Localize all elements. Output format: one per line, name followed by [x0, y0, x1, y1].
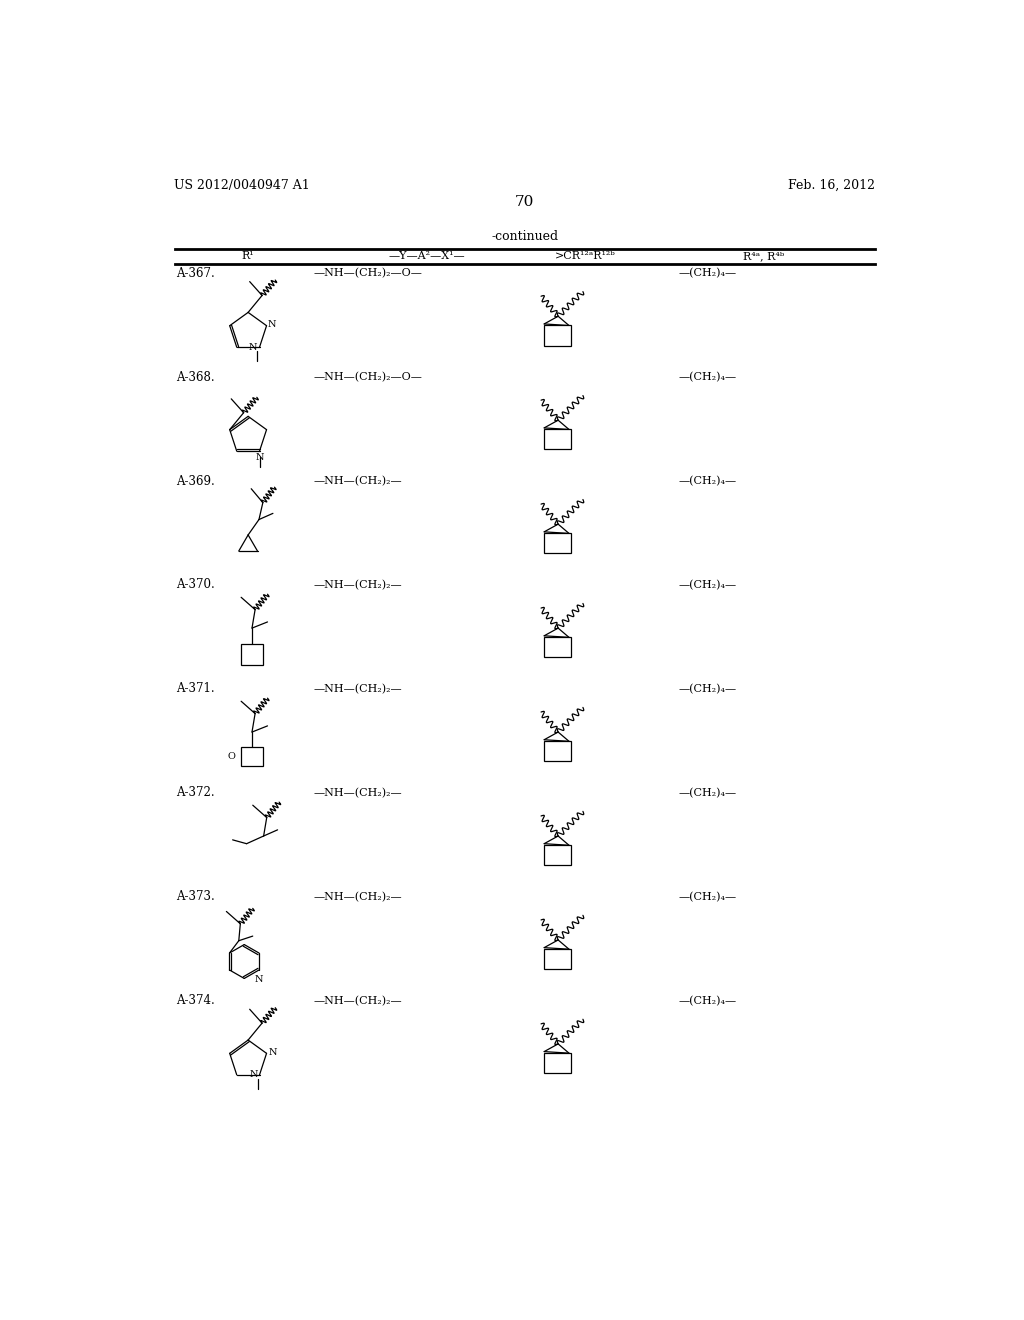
- Text: —NH—(CH₂)₂—: —NH—(CH₂)₂—: [314, 579, 402, 590]
- Text: —(CH₂)₄—: —(CH₂)₄—: [678, 995, 736, 1006]
- Text: A-373.: A-373.: [176, 890, 215, 903]
- Text: —(CH₂)₄—: —(CH₂)₄—: [678, 372, 736, 383]
- Text: —Y—A²—X¹—: —Y—A²—X¹—: [388, 251, 465, 261]
- Bar: [544, 326, 570, 346]
- Text: —(CH₂)₄—: —(CH₂)₄—: [678, 788, 736, 799]
- Text: -continued: -continued: [492, 231, 558, 243]
- Bar: [544, 1053, 570, 1073]
- Bar: [544, 638, 570, 657]
- Bar: [544, 949, 570, 969]
- Text: —(CH₂)₄—: —(CH₂)₄—: [678, 892, 736, 902]
- Text: —NH—(CH₂)₂—: —NH—(CH₂)₂—: [314, 995, 402, 1006]
- Bar: [544, 742, 570, 762]
- Text: N: N: [250, 1071, 258, 1080]
- Text: A-371.: A-371.: [176, 682, 215, 696]
- Text: N: N: [249, 343, 257, 351]
- Bar: [544, 429, 570, 449]
- Text: 70: 70: [515, 195, 535, 210]
- Text: >CR¹²ᵃR¹²ᵇ: >CR¹²ᵃR¹²ᵇ: [555, 251, 615, 261]
- Text: A-370.: A-370.: [176, 578, 215, 591]
- Text: —(CH₂)₄—: —(CH₂)₄—: [678, 579, 736, 590]
- Text: R¹: R¹: [242, 251, 254, 261]
- Text: —NH—(CH₂)₂—O—: —NH—(CH₂)₂—O—: [314, 268, 423, 279]
- Text: A-368.: A-368.: [176, 371, 215, 384]
- Bar: [544, 533, 570, 553]
- Text: A-374.: A-374.: [176, 994, 215, 1007]
- Text: —(CH₂)₄—: —(CH₂)₄—: [678, 477, 736, 486]
- Text: N: N: [256, 453, 264, 462]
- Bar: [241, 747, 263, 766]
- Text: A-369.: A-369.: [176, 474, 215, 487]
- Text: US 2012/0040947 A1: US 2012/0040947 A1: [174, 178, 310, 191]
- Text: —NH—(CH₂)₂—O—: —NH—(CH₂)₂—O—: [314, 372, 423, 383]
- Text: —NH—(CH₂)₂—: —NH—(CH₂)₂—: [314, 684, 402, 694]
- Text: N: N: [255, 974, 263, 983]
- Text: —NH—(CH₂)₂—: —NH—(CH₂)₂—: [314, 477, 402, 486]
- Text: A-367.: A-367.: [176, 267, 215, 280]
- Text: N: N: [267, 321, 275, 330]
- Bar: [544, 845, 570, 866]
- Text: R⁴ᵃ, R⁴ᵇ: R⁴ᵃ, R⁴ᵇ: [742, 251, 784, 261]
- Text: —(CH₂)₄—: —(CH₂)₄—: [678, 684, 736, 694]
- Text: Feb. 16, 2012: Feb. 16, 2012: [788, 178, 876, 191]
- Text: —NH—(CH₂)₂—: —NH—(CH₂)₂—: [314, 788, 402, 799]
- Text: O: O: [227, 752, 234, 762]
- Text: A-372.: A-372.: [176, 787, 215, 800]
- Bar: [241, 644, 263, 665]
- Text: N: N: [268, 1048, 276, 1057]
- Text: —NH—(CH₂)₂—: —NH—(CH₂)₂—: [314, 892, 402, 902]
- Text: —(CH₂)₄—: —(CH₂)₄—: [678, 268, 736, 279]
